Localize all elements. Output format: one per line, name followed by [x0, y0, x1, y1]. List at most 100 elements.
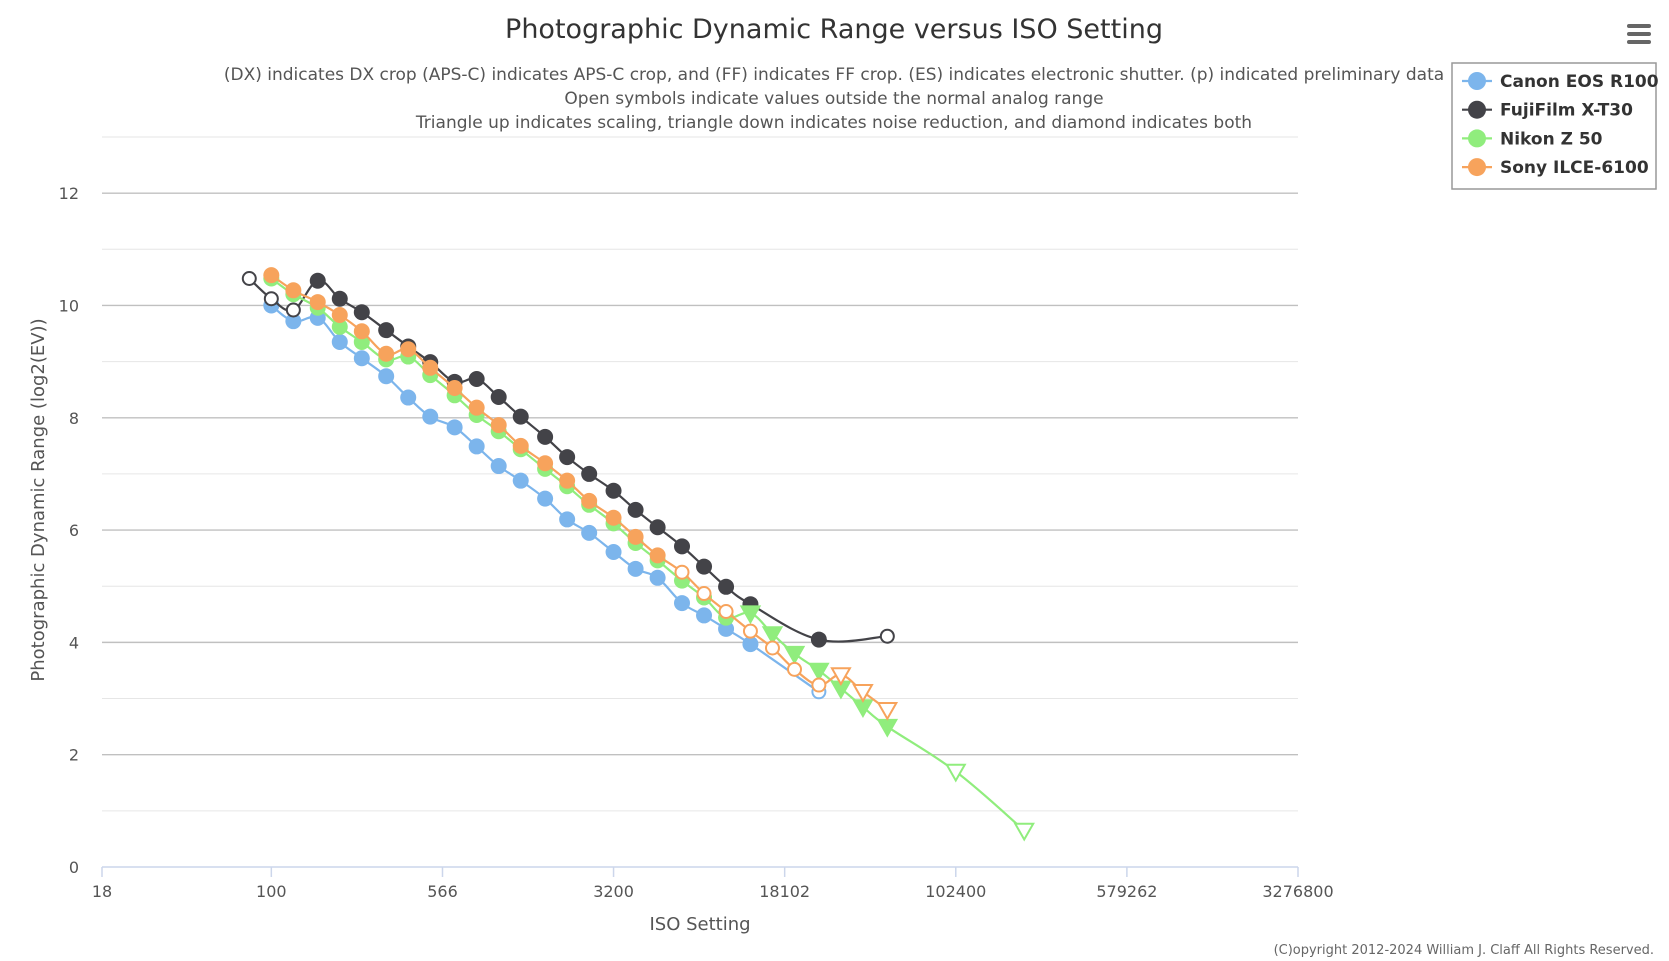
data-point-sony-ilce-6100[interactable] [811, 677, 827, 693]
data-point-fujifilm-x-t30[interactable] [810, 631, 827, 648]
data-point-canon-eos-r100[interactable] [742, 636, 759, 653]
data-point-sony-ilce-6100[interactable] [353, 323, 370, 340]
data-point-canon-eos-r100[interactable] [581, 524, 598, 541]
legend-item-canon-eos-r100[interactable]: Canon EOS R100 [1462, 72, 1659, 92]
legend-symbol-sony-ilce-6100 [1468, 158, 1486, 177]
data-point-sony-ilce-6100[interactable] [309, 294, 326, 311]
data-point-nikon-z-50[interactable] [808, 662, 830, 682]
data-point-fujifilm-x-t30[interactable] [627, 501, 644, 518]
legend-symbol-nikon-z-50 [1468, 129, 1486, 148]
data-point-fujifilm-x-t30[interactable] [468, 371, 485, 388]
data-point-sony-ilce-6100[interactable] [581, 492, 598, 509]
data-point-nikon-z-50[interactable] [739, 605, 762, 625]
data-point-canon-eos-r100[interactable] [446, 419, 463, 436]
data-point-sony-ilce-6100[interactable] [852, 684, 874, 703]
y-axis-title: Photographic Dynamic Range (log2(EV)) [28, 318, 49, 681]
legend-item-nikon-z-50[interactable]: Nikon Z 50 [1462, 129, 1603, 149]
data-point-sony-ilce-6100[interactable] [627, 528, 644, 545]
data-point-nikon-z-50[interactable] [1013, 822, 1035, 842]
data-point-canon-eos-r100[interactable] [285, 313, 302, 330]
data-point-fujifilm-x-t30[interactable] [263, 291, 279, 307]
data-point-canon-eos-r100[interactable] [400, 389, 417, 406]
data-point-sony-ilce-6100[interactable] [696, 586, 712, 602]
x-tick-label: 3276800 [1262, 882, 1333, 901]
data-point-sony-ilce-6100[interactable] [605, 509, 622, 526]
data-point-sony-ilce-6100[interactable] [787, 661, 803, 677]
data-point-fujifilm-x-t30[interactable] [353, 304, 370, 321]
data-point-sony-ilce-6100[interactable] [512, 437, 529, 454]
data-point-fujifilm-x-t30[interactable] [581, 465, 598, 482]
data-point-canon-eos-r100[interactable] [605, 543, 622, 560]
y-tick-label: 10 [59, 296, 79, 315]
x-tick-label: 102400 [925, 882, 986, 901]
data-point-sony-ilce-6100[interactable] [876, 702, 899, 721]
data-point-fujifilm-x-t30[interactable] [649, 519, 666, 536]
data-point-sony-ilce-6100[interactable] [742, 623, 758, 639]
data-point-canon-eos-r100[interactable] [696, 607, 713, 624]
data-point-canon-eos-r100[interactable] [673, 595, 690, 612]
copyright-credit: (C)opyright 2012-2024 William J. Claff A… [1274, 943, 1654, 958]
data-point-nikon-z-50[interactable] [761, 626, 784, 645]
data-point-canon-eos-r100[interactable] [649, 569, 666, 586]
data-point-fujifilm-x-t30[interactable] [718, 578, 735, 595]
data-point-sony-ilce-6100[interactable] [468, 399, 485, 416]
data-point-sony-ilce-6100[interactable] [674, 564, 690, 580]
data-point-sony-ilce-6100[interactable] [718, 604, 734, 619]
data-point-canon-eos-r100[interactable] [353, 350, 370, 367]
chart-subtitle-line-3: Triangle up indicates scaling, triangle … [415, 113, 1252, 133]
data-point-canon-eos-r100[interactable] [422, 408, 439, 425]
data-point-sony-ilce-6100[interactable] [649, 547, 666, 564]
data-point-sony-ilce-6100[interactable] [400, 341, 417, 358]
data-point-sony-ilce-6100[interactable] [263, 267, 280, 284]
data-point-fujifilm-x-t30[interactable] [512, 408, 529, 425]
data-point-nikon-z-50[interactable] [945, 763, 967, 783]
data-point-nikon-z-50[interactable] [876, 718, 899, 738]
data-point-sony-ilce-6100[interactable] [764, 640, 780, 656]
data-point-fujifilm-x-t30[interactable] [696, 558, 713, 575]
data-point-canon-eos-r100[interactable] [627, 560, 644, 577]
x-tick-label: 100 [256, 882, 287, 901]
data-point-sony-ilce-6100[interactable] [490, 417, 507, 434]
data-point-fujifilm-x-t30[interactable] [309, 272, 326, 289]
data-point-sony-ilce-6100[interactable] [331, 307, 348, 324]
data-point-canon-eos-r100[interactable] [378, 368, 395, 385]
data-point-canon-eos-r100[interactable] [490, 458, 507, 475]
legend-item-sony-ilce-6100[interactable]: Sony ILCE-6100 [1462, 158, 1649, 178]
data-point-canon-eos-r100[interactable] [559, 511, 576, 528]
data-point-fujifilm-x-t30[interactable] [673, 538, 690, 555]
data-point-nikon-z-50[interactable] [331, 318, 348, 335]
data-point-fujifilm-x-t30[interactable] [537, 428, 554, 445]
data-point-canon-eos-r100[interactable] [512, 472, 529, 489]
data-point-fujifilm-x-t30[interactable] [605, 482, 622, 499]
data-point-sony-ilce-6100[interactable] [378, 345, 395, 362]
chart-subtitle-line-1: (DX) indicates DX crop (APS-C) indicates… [224, 65, 1444, 85]
data-point-fujifilm-x-t30[interactable] [559, 449, 576, 466]
axis-ticks: 0 2 4 6 8 10 12 18 100 566 3200 18102 102400 579262 32… [59, 184, 1334, 901]
context-menu-icon[interactable] [1623, 21, 1651, 49]
data-point-nikon-z-50[interactable] [783, 645, 806, 665]
data-point-canon-eos-r100[interactable] [718, 620, 735, 637]
series-fujifilm-x-t30 [241, 271, 895, 648]
data-point-sony-ilce-6100[interactable] [285, 282, 302, 299]
data-point-fujifilm-x-t30[interactable] [331, 290, 348, 307]
data-point-sony-ilce-6100[interactable] [559, 472, 576, 489]
legend-item-fujifilm-x-t30[interactable]: FujiFilm X-T30 [1462, 100, 1633, 121]
data-point-sony-ilce-6100[interactable] [537, 455, 554, 472]
data-point-sony-ilce-6100[interactable] [422, 359, 439, 376]
data-point-canon-eos-r100[interactable] [331, 333, 348, 350]
data-point-fujifilm-x-t30[interactable] [241, 271, 257, 287]
data-point-fujifilm-x-t30[interactable] [285, 302, 301, 318]
y-tick-label: 2 [69, 746, 79, 765]
series-line-sony-ilce-6100 [270, 274, 888, 711]
legend-symbol-canon-eos-r100 [1468, 72, 1486, 90]
data-point-fujifilm-x-t30[interactable] [879, 628, 895, 644]
x-tick-label: 566 [427, 882, 458, 901]
data-point-fujifilm-x-t30[interactable] [490, 388, 507, 405]
data-point-sony-ilce-6100[interactable] [830, 667, 852, 686]
data-point-canon-eos-r100[interactable] [537, 490, 554, 507]
data-point-sony-ilce-6100[interactable] [446, 380, 463, 397]
data-point-canon-eos-r100[interactable] [468, 438, 485, 455]
data-point-fujifilm-x-t30[interactable] [378, 322, 395, 339]
y-tick-label: 8 [69, 409, 79, 428]
